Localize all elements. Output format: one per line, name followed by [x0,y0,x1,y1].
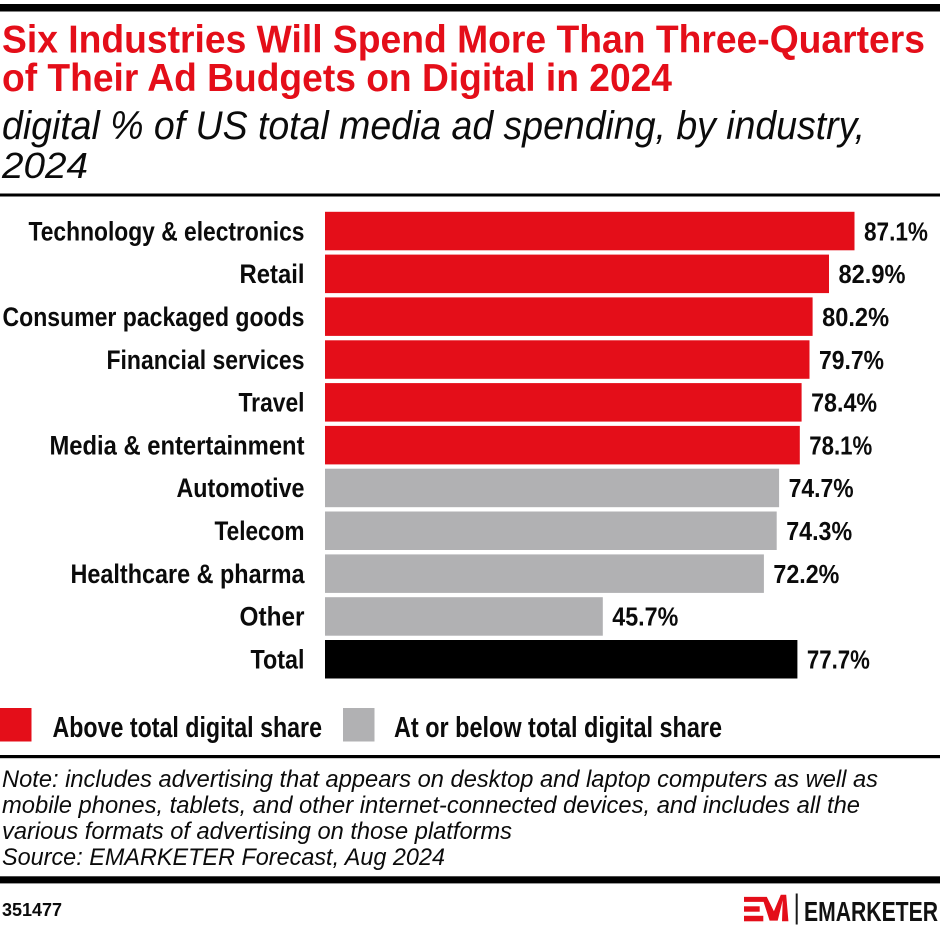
svg-text:Total: Total [251,645,305,675]
svg-text:Technology & electronics: Technology & electronics [29,216,305,246]
svg-text:Consumer packaged goods: Consumer packaged goods [3,302,305,332]
svg-text:Retail: Retail [240,259,305,289]
svg-text:82.9%: 82.9% [839,259,906,289]
svg-text:87.1%: 87.1% [864,216,928,246]
svg-text:45.7%: 45.7% [612,602,678,632]
svg-text:Source: EMARKETER Forecast, Au: Source: EMARKETER Forecast, Aug 2024 [2,844,445,871]
svg-text:At or below total digital shar: At or below total digital share [394,712,722,744]
svg-text:Healthcare & pharma: Healthcare & pharma [71,559,306,589]
svg-text:74.7%: 74.7% [789,473,854,503]
svg-text:various formats of advertising: various formats of advertising on those … [2,818,512,845]
svg-text:Six Industries Will Spend More: Six Industries Will Spend More Than Thre… [2,19,925,62]
svg-text:2024: 2024 [1,145,88,186]
svg-text:Above total digital share: Above total digital share [53,712,323,744]
svg-text:digital % of US total media ad: digital % of US total media ad spending,… [2,104,865,148]
svg-text:Travel: Travel [239,388,305,418]
svg-text:Media & entertainment: Media & entertainment [50,430,305,460]
svg-text:EMARKETER: EMARKETER [804,896,938,927]
svg-text:Note: includes advertising tha: Note: includes advertising that appears … [2,766,878,793]
svg-text:Other: Other [240,602,305,632]
svg-text:80.2%: 80.2% [822,302,889,332]
svg-text:mobile phones, tablets, and ot: mobile phones, tablets, and other intern… [2,792,860,819]
svg-text:77.7%: 77.7% [807,645,870,675]
svg-text:78.4%: 78.4% [811,388,877,418]
svg-text:74.3%: 74.3% [786,516,852,546]
svg-text:79.7%: 79.7% [819,345,884,375]
svg-text:78.1%: 78.1% [809,430,872,460]
svg-text:72.2%: 72.2% [773,559,839,589]
svg-text:Automotive: Automotive [177,473,305,503]
svg-text:of Their Ad Budgets on Digital: of Their Ad Budgets on Digital in 2024 [2,57,673,100]
svg-text:Financial services: Financial services [107,345,305,375]
svg-text:Telecom: Telecom [215,516,305,546]
svg-text:351477: 351477 [2,900,62,920]
